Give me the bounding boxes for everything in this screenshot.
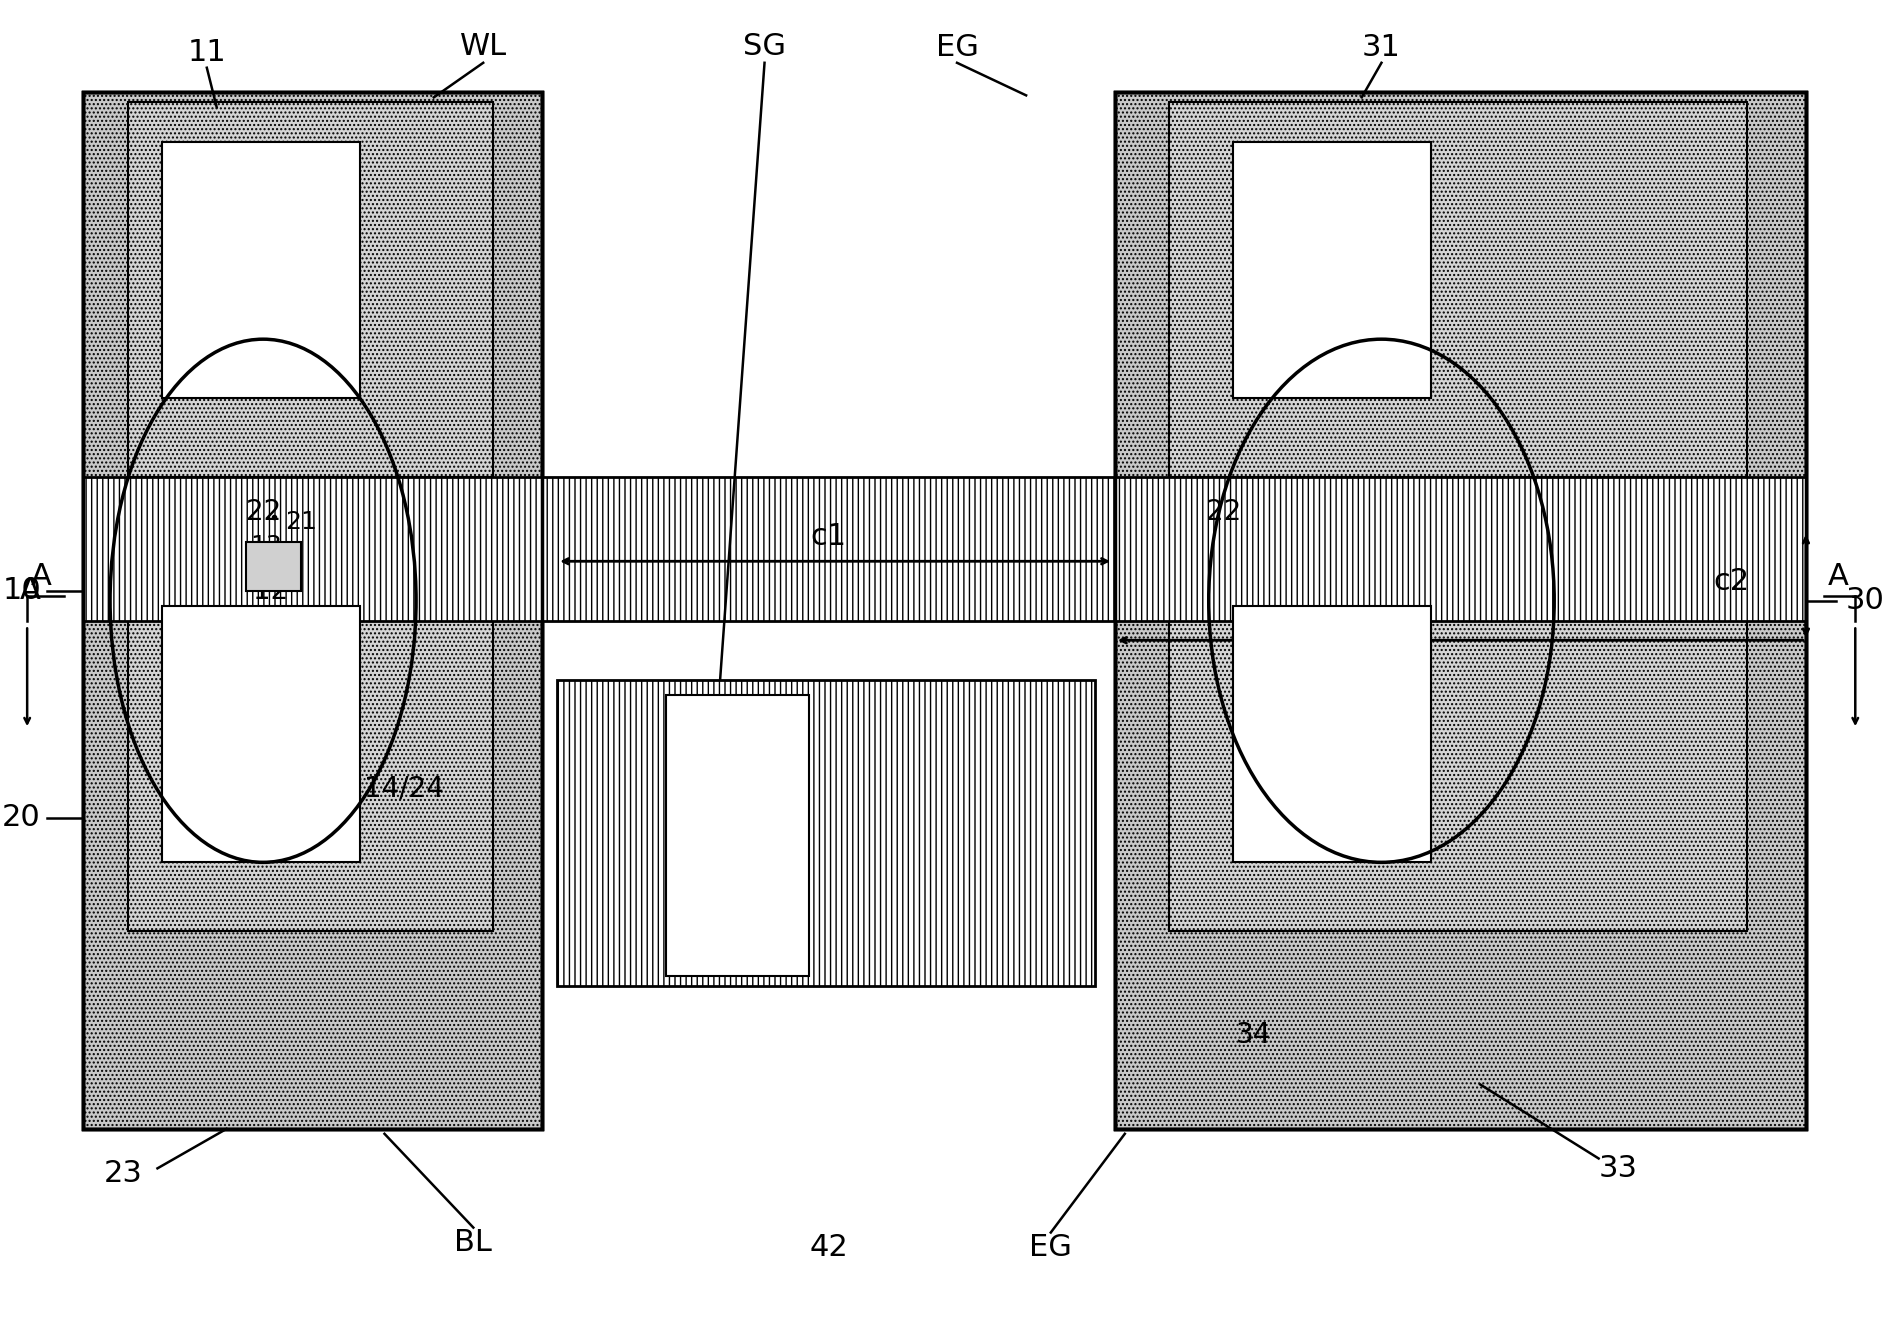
Bar <box>128 556 494 932</box>
Text: 12: 12 <box>253 577 288 605</box>
Text: 11: 11 <box>187 38 226 67</box>
Bar <box>83 477 1806 621</box>
Text: EG: EG <box>935 33 978 62</box>
Bar <box>162 606 360 862</box>
Text: 33: 33 <box>1598 1153 1638 1182</box>
Text: SG: SG <box>743 32 786 61</box>
Bar <box>128 103 494 477</box>
Text: 13: 13 <box>251 535 283 559</box>
Text: 23: 23 <box>104 1159 143 1188</box>
Bar <box>1233 142 1431 398</box>
Bar <box>665 695 809 975</box>
Bar <box>558 680 1095 986</box>
Bar <box>1169 556 1747 932</box>
Text: BL: BL <box>454 1228 492 1257</box>
Text: A: A <box>30 561 51 590</box>
Text: 31: 31 <box>1363 33 1401 62</box>
Bar <box>1114 92 1806 1128</box>
Text: EG: EG <box>1029 1232 1073 1261</box>
Bar <box>83 92 543 1128</box>
Text: 10: 10 <box>2 576 41 605</box>
Text: 30: 30 <box>1845 587 1885 616</box>
Text: 22: 22 <box>1206 498 1240 526</box>
Bar <box>1233 606 1431 862</box>
Text: 22: 22 <box>247 498 281 526</box>
Text: 20: 20 <box>2 804 41 833</box>
Text: 34: 34 <box>1235 1021 1270 1049</box>
Text: 14/24: 14/24 <box>364 774 445 803</box>
Bar <box>247 542 300 590</box>
Text: 21: 21 <box>285 510 317 534</box>
Bar <box>1114 92 1806 1128</box>
Text: A: A <box>1828 561 1849 590</box>
Text: A: A <box>21 576 41 605</box>
Text: c2: c2 <box>1713 567 1749 596</box>
Bar <box>1114 92 1806 1128</box>
Text: c1: c1 <box>811 522 846 551</box>
Bar <box>83 92 543 1128</box>
Bar <box>162 142 360 398</box>
Text: 42: 42 <box>809 1232 848 1261</box>
Bar <box>1169 103 1747 477</box>
Bar <box>83 92 543 1128</box>
Text: WL: WL <box>460 32 507 61</box>
